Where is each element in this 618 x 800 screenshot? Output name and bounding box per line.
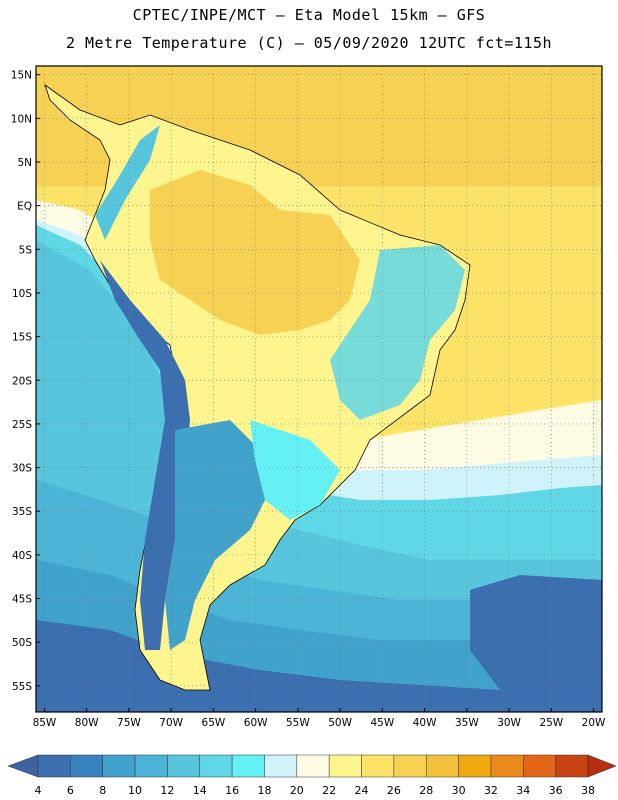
colorbar-segment — [555, 754, 589, 778]
lat-label: 45S — [12, 594, 32, 606]
colorbar-tick-label: 12 — [160, 784, 174, 797]
lat-label: 10S — [12, 288, 32, 300]
lat-label: EQ — [17, 201, 32, 213]
colorbar-tick-labels: 4 6 8 10 12 14 16 18 20 22 24 26 28 30 32 34 36 38 — [35, 784, 596, 797]
lon-label: 35W — [455, 717, 479, 729]
colorbar-tick-label: 8 — [99, 784, 106, 797]
lat-label: 5N — [17, 157, 32, 169]
colorbar-tick-label: 38 — [581, 784, 595, 797]
colorbar-segment — [37, 754, 71, 778]
colorbar-tick-label: 34 — [516, 784, 530, 797]
colorbar-segment — [425, 754, 459, 778]
colorbar-segment — [523, 754, 556, 778]
brazil-east-cool-area — [330, 245, 465, 420]
lon-label: 40W — [413, 717, 437, 729]
map-field — [36, 66, 602, 712]
ocean-coldest — [36, 620, 602, 712]
colorbar-segment — [296, 754, 330, 778]
colorbar-tick-label: 20 — [290, 784, 304, 797]
colorbar-segment — [458, 754, 492, 778]
colorbar-tick-label: 4 — [35, 784, 42, 797]
lat-label: 40S — [12, 550, 32, 562]
lat-label: 10N — [11, 113, 32, 125]
colorbar-segment — [393, 754, 427, 778]
colorbar-tick-label: 10 — [128, 784, 142, 797]
lat-label: 35S — [12, 506, 32, 518]
lon-label: 85W — [33, 717, 57, 729]
colorbar-segment — [328, 754, 362, 778]
lat-label: 50S — [12, 637, 32, 649]
colorbar-segment — [199, 754, 233, 778]
colorbar-tick-label: 18 — [257, 784, 271, 797]
lon-label: 30W — [497, 717, 521, 729]
colorbar-segment — [490, 754, 524, 778]
colorbar-tick-label: 30 — [452, 784, 466, 797]
andes-north-cold — [95, 125, 160, 240]
latitude-labels: 15N 10N 5N EQ 5S 10S 15S 20S 25S 30S 35S 40S 45S 50S 5… — [11, 70, 40, 693]
lon-label: 50W — [328, 717, 352, 729]
map-frame — [35, 65, 603, 713]
colorbar-tick-label: 32 — [484, 784, 498, 797]
colorbar-segment — [134, 754, 168, 778]
longitude-labels: 85W 80W 75W 70W 65W 60W 55W 50W 45W 40W 35W 30W 25W 2… — [33, 708, 606, 729]
lat-label: 55S — [12, 681, 32, 693]
colorbar-tick-label: 24 — [355, 784, 369, 797]
lat-label: 30S — [12, 463, 32, 475]
colorbar-tick-label: 6 — [67, 784, 74, 797]
colorbar-segment — [231, 754, 265, 778]
lat-label: 20S — [12, 375, 32, 387]
colorbar-segment — [102, 754, 136, 778]
lat-label: 5S — [19, 244, 33, 256]
lon-label: 55W — [286, 717, 310, 729]
colorbar-over-arrow — [587, 754, 617, 778]
lon-label: 20W — [582, 717, 606, 729]
colorbar-tick-label: 28 — [419, 784, 433, 797]
lat-label: 15N — [11, 70, 32, 82]
andes-south-cold — [100, 260, 190, 650]
lon-label: 65W — [202, 717, 226, 729]
colorbar-tick-label: 26 — [387, 784, 401, 797]
colorbar-tick-label: 22 — [322, 784, 336, 797]
lat-label: 15S — [12, 332, 32, 344]
lon-label: 70W — [159, 717, 183, 729]
lon-label: 80W — [75, 717, 99, 729]
pampas-cool — [250, 420, 340, 520]
lon-label: 75W — [117, 717, 141, 729]
chart-title-line-2: 2 Metre Temperature (C) – 05/09/2020 12U… — [65, 34, 553, 52]
colorbar-segment — [167, 754, 201, 778]
amazon-warm-area — [150, 170, 360, 335]
lon-label: 60W — [244, 717, 268, 729]
chart-title-line-1: CPTEC/INPE/MCT – Eta Model 15km – GFS — [132, 6, 486, 24]
colorbar-tick-label: 16 — [225, 784, 239, 797]
colorbar-segment — [264, 754, 298, 778]
colorbar-under-arrow — [7, 754, 39, 778]
ocean-cold-pool — [470, 575, 602, 690]
patagonia-cool — [165, 420, 270, 650]
colorbar-segment — [70, 754, 103, 778]
colorbar-tick-label: 36 — [549, 784, 563, 797]
colorbar-tick-label: 14 — [193, 784, 207, 797]
colorbar — [7, 754, 617, 778]
lat-label: 25S — [12, 419, 32, 431]
lon-label: 45W — [370, 717, 394, 729]
colorbar-segment — [361, 754, 395, 778]
lon-label: 25W — [539, 717, 563, 729]
